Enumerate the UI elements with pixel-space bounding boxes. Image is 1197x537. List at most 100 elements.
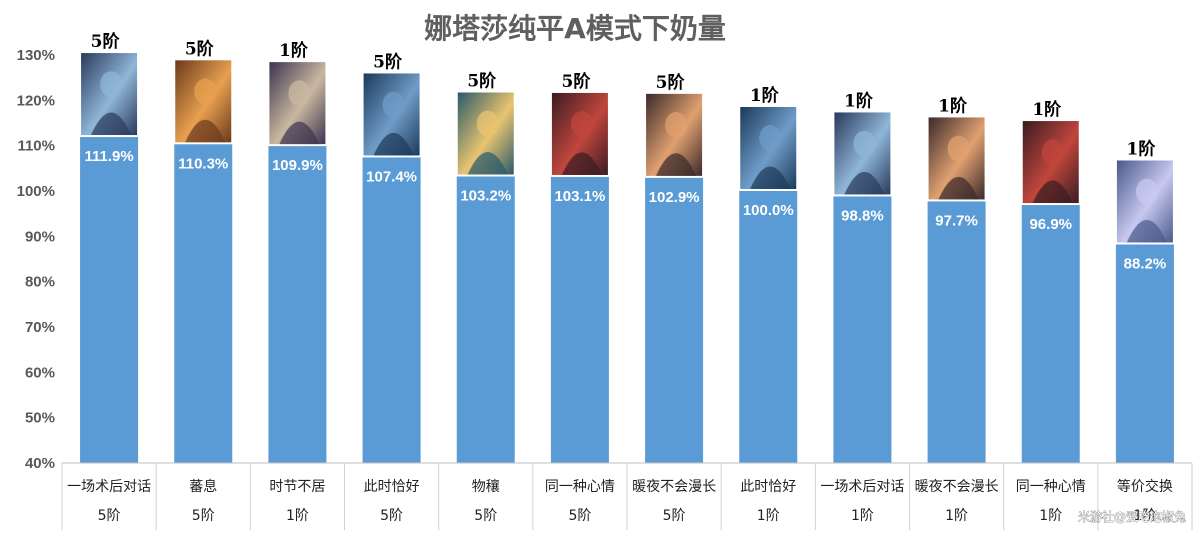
bar [268,146,327,463]
light-cone-card [551,92,608,175]
bar [456,176,515,463]
card-figure-head [476,110,499,137]
data-label: 103.2% [460,187,511,204]
y-tick-label: 50% [25,410,55,427]
y-tick-label: 130% [17,47,55,64]
card-figure-body [279,121,320,145]
card-figure-body [91,112,132,136]
bar [833,196,892,463]
card-figure-head [194,78,217,105]
category-label: 蕃息 [189,478,217,495]
data-label: 98.8% [841,207,884,224]
category-label: 此时恰好 [740,479,796,495]
category-label: 一场术后对话 [820,479,904,495]
card-figure-body [1126,219,1167,243]
data-label: 88.2% [1124,255,1167,272]
y-tick-label: 70% [25,319,55,336]
light-cone-card [457,92,514,175]
card-figure-head [382,91,405,118]
light-cone-card [1116,160,1173,243]
card-figure-body [373,132,414,156]
card-figure-head [853,130,876,157]
data-label: 110.3% [178,155,228,172]
watermark: 米游社@爱吃泡椒兔 [1078,509,1186,524]
category-rank-label: 5阶 [380,508,403,524]
rank-annotation: 1阶 [844,90,874,111]
light-cone-card [81,53,138,136]
bar [362,157,421,463]
y-tick-label: 80% [25,274,55,291]
y-tick-label: 90% [25,228,55,245]
category-rank-label: 1阶 [1039,508,1062,524]
light-cone-card [1022,121,1079,204]
rank-annotation: 1阶 [1032,99,1062,120]
card-figure-head [759,125,782,152]
rank-annotation: 1阶 [1126,138,1156,159]
category-label: 暖夜不会漫长 [915,479,999,495]
card-figure-head [947,135,970,162]
card-figure-head [1135,178,1158,205]
category-label: 此时恰好 [364,479,420,495]
rank-annotation: 5阶 [185,38,215,59]
card-figure-body [656,153,697,176]
bar [80,137,139,463]
category-label: 时节不居 [269,479,325,495]
card-figure-body [750,166,791,189]
category-rank-label: 5阶 [98,508,121,524]
x-axis: 一场术后对话 5阶 蕃息 5阶 时节不居 1阶 此时恰好 5阶 物穰 5阶 同一种心情 5阶 暖夜不会漫… [61,462,1193,530]
category-label: 一场术后对话 [67,479,151,495]
light-cone-card [646,93,703,176]
category-rank-label: 1阶 [286,508,309,524]
light-cone-card [834,112,891,195]
rank-annotation: 1阶 [750,85,780,106]
y-tick-label: 110% [17,138,55,155]
data-label: 102.9% [649,189,700,206]
card-figure-body [561,152,602,175]
data-label: 107.4% [366,168,417,185]
data-label: 96.9% [1029,216,1072,233]
bar [1021,205,1080,463]
category-rank-label: 1阶 [757,508,780,524]
card-figure-body [185,119,226,143]
bars: 111.9% 5阶 110.3% 5阶 109.9% 1阶 107.4% 5阶 103.2% 5阶… [80,31,1174,464]
rank-annotation: 5阶 [561,71,591,92]
y-tick-label: 60% [25,364,55,381]
rank-annotation: 5阶 [373,51,403,72]
rank-annotation: 1阶 [938,95,968,116]
card-figure-body [938,176,979,200]
card-figure-head [665,112,688,139]
category-rank-label: 5阶 [663,508,686,524]
category-rank-label: 1阶 [945,508,968,524]
chart-title: 娜塔莎纯平A模式下奶量 [424,12,726,45]
bar [739,191,798,463]
light-cone-card [269,62,326,145]
data-label: 109.9% [272,157,323,174]
data-label: 111.9% [84,148,133,165]
bar [645,177,704,463]
y-tick-label: 100% [17,183,55,200]
category-rank-label: 1阶 [851,508,874,524]
rank-annotation: 1阶 [279,40,309,61]
category-label: 暖夜不会漫长 [632,479,716,495]
card-figure-head [570,111,593,138]
light-cone-card [175,60,232,143]
bar [174,144,233,463]
card-figure-body [1032,180,1073,204]
light-cone-card [928,117,985,200]
rank-annotation: 5阶 [91,31,121,52]
light-cone-card [363,73,420,156]
card-figure-body [467,151,508,175]
rank-annotation: 5阶 [467,70,497,91]
category-label: 等价交换 [1117,478,1173,495]
data-label: 103.1% [554,188,605,205]
category-rank-label: 5阶 [568,508,591,524]
bar [1115,244,1174,463]
card-figure-head [1041,139,1064,166]
rank-annotation: 5阶 [656,72,686,93]
light-cone-card [740,107,797,189]
y-tick-label: 120% [17,92,55,109]
category-rank-label: 1阶 [1133,508,1156,524]
category-label: 同一种心情 [1016,479,1086,495]
category-label: 同一种心情 [545,479,615,495]
